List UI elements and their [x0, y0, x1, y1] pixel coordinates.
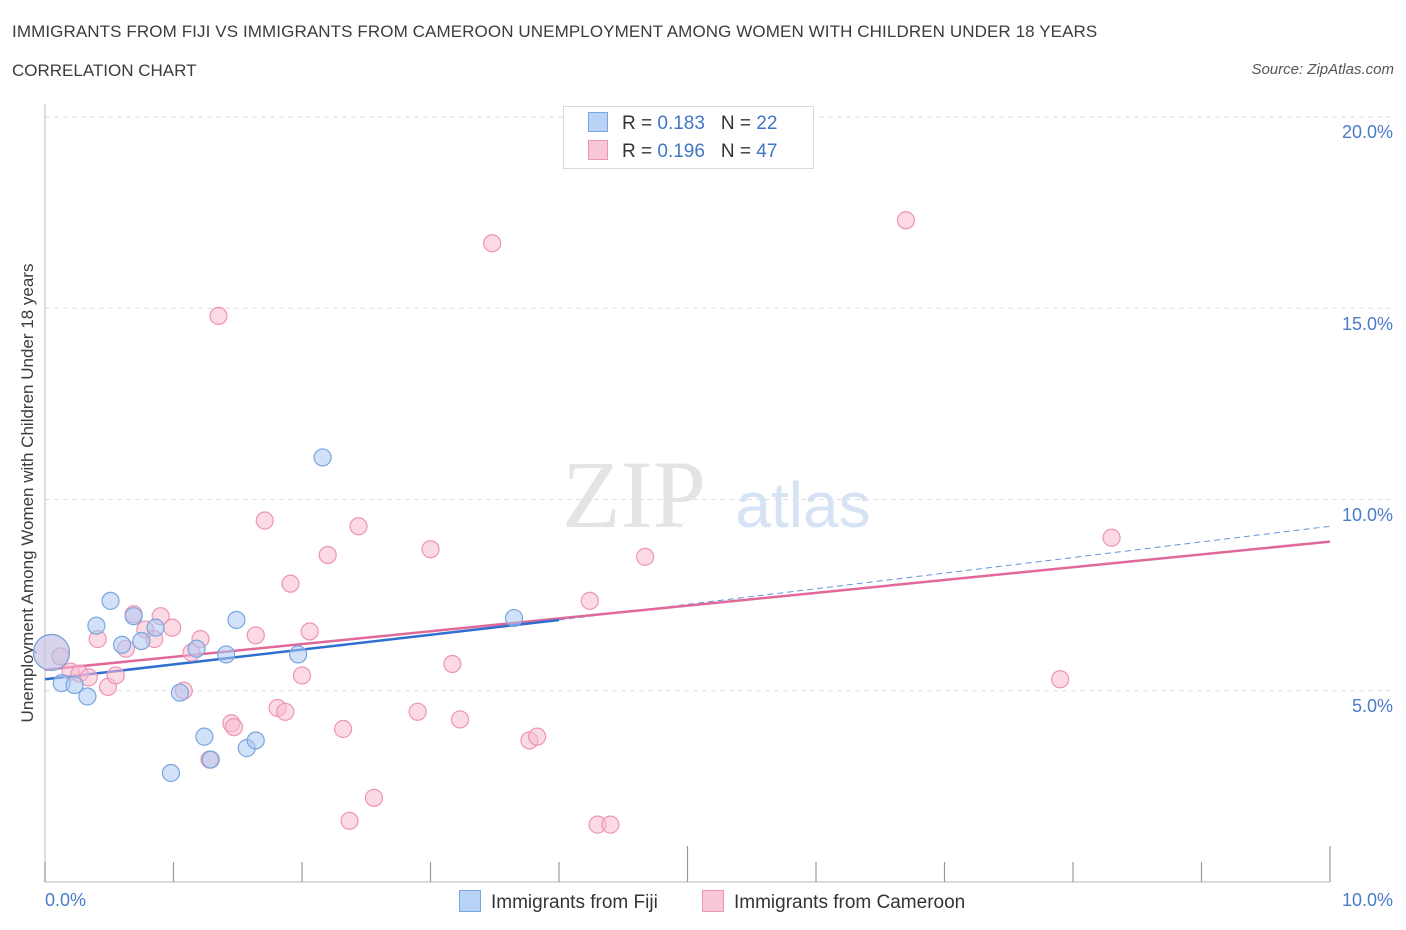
axis-layer	[44, 104, 1331, 883]
cameroon-point	[1102, 528, 1121, 547]
cameroon-point	[580, 591, 599, 610]
legend-swatch-cameroon	[588, 140, 608, 160]
cameroon-point	[340, 811, 359, 830]
cameroon-trendline	[44, 540, 1331, 671]
legend-r-value-fiji: 0.183	[657, 113, 705, 134]
fiji-point	[187, 639, 206, 658]
cameroon-point	[163, 618, 182, 637]
legend-swatch-fiji	[588, 112, 608, 132]
y-tick-label: 10.0%	[1341, 505, 1393, 525]
legend-r-value-cameroon: 0.196	[657, 141, 705, 162]
fiji-point	[87, 616, 106, 635]
chart-title: IMMIGRANTS FROM FIJI VS IMMIGRANTS FROM …	[12, 22, 1098, 41]
cameroon-point	[281, 574, 300, 593]
x-tick-label: 10.0%	[1341, 890, 1393, 910]
cameroon-point	[408, 702, 427, 721]
fiji-point	[101, 591, 120, 610]
legend-swatch-cameroon	[702, 890, 724, 912]
fiji-point	[112, 635, 132, 654]
cameroon-point	[421, 540, 440, 559]
fiji-point	[217, 645, 236, 664]
cameroon-point	[1051, 670, 1070, 689]
cameroon-point	[364, 788, 384, 807]
chart-subtitle: CORRELATION CHART	[12, 61, 197, 80]
cameroon-point	[209, 306, 228, 325]
cameroon-point	[528, 727, 547, 746]
fiji-point	[201, 750, 220, 769]
legend-swatch-fiji	[459, 890, 481, 912]
cameroon-point	[896, 211, 916, 230]
legend-row-fiji: R = 0.183 N = 22	[588, 112, 777, 136]
legend-item-fiji: Immigrants from Fiji	[459, 890, 658, 914]
fiji-point	[65, 675, 84, 695]
legend-r-label: R =	[622, 113, 658, 134]
points-layer	[32, 211, 1121, 834]
cameroon-point	[106, 666, 125, 685]
legend-label-cameroon: Immigrants from Cameroon	[734, 892, 966, 913]
cameroon-point	[349, 517, 368, 536]
y-tick-label: 15.0%	[1341, 314, 1393, 334]
legend-n-value-cameroon: 47	[756, 141, 778, 162]
cameroon-point	[246, 626, 265, 645]
stats-legend: R = 0.183 N = 22 R = 0.196 N = 47	[563, 106, 814, 169]
cameroon-point	[318, 545, 337, 565]
legend-n-label: N =	[720, 113, 757, 134]
legend-row-cameroon: R = 0.196 N = 47	[588, 140, 777, 164]
y-tick-label: 20.0%	[1341, 122, 1393, 142]
trend-layer	[44, 525, 1331, 681]
fiji-point	[170, 683, 190, 702]
watermark-zip: ZIP	[562, 441, 706, 548]
cameroon-point	[224, 717, 243, 737]
fiji-point	[124, 607, 143, 626]
fiji-point	[289, 645, 308, 664]
legend-item-cameroon: Immigrants from Cameroon	[702, 890, 965, 914]
fiji-point	[504, 608, 524, 628]
fiji-point	[313, 448, 332, 467]
fiji-point	[161, 763, 181, 783]
fiji-point	[146, 618, 165, 637]
cameroon-point	[635, 547, 655, 566]
watermark-atlas: atlas	[735, 469, 870, 541]
cameroon-point	[255, 511, 274, 530]
fiji-point	[78, 687, 97, 706]
legend-label-fiji: Immigrants from Fiji	[491, 892, 658, 913]
cameroon-point	[276, 702, 295, 721]
legend-r-label: R =	[622, 141, 658, 162]
watermark: ZIP atlas	[562, 441, 871, 548]
cameroon-point	[300, 622, 319, 641]
cameroon-point	[483, 234, 502, 253]
cameroon-point	[292, 666, 312, 685]
fiji-point	[227, 610, 246, 630]
cameroon-point	[601, 815, 620, 834]
fiji-point	[195, 727, 214, 746]
legend-n-value-fiji: 22	[756, 113, 778, 134]
cameroon-point	[79, 668, 98, 687]
grid-layer	[45, 116, 1392, 692]
cameroon-point	[443, 654, 462, 674]
source-label: Source: ZipAtlas.com	[1251, 61, 1394, 78]
legend-n-label: N =	[720, 141, 757, 162]
cameroon-point	[334, 719, 353, 739]
fiji-point	[32, 633, 71, 672]
cameroon-point	[450, 710, 470, 729]
fiji-point	[132, 631, 151, 651]
fiji-point	[246, 731, 265, 750]
x-tick-label: 0.0%	[45, 890, 87, 910]
y-tick-label: 5.0%	[1351, 696, 1393, 716]
